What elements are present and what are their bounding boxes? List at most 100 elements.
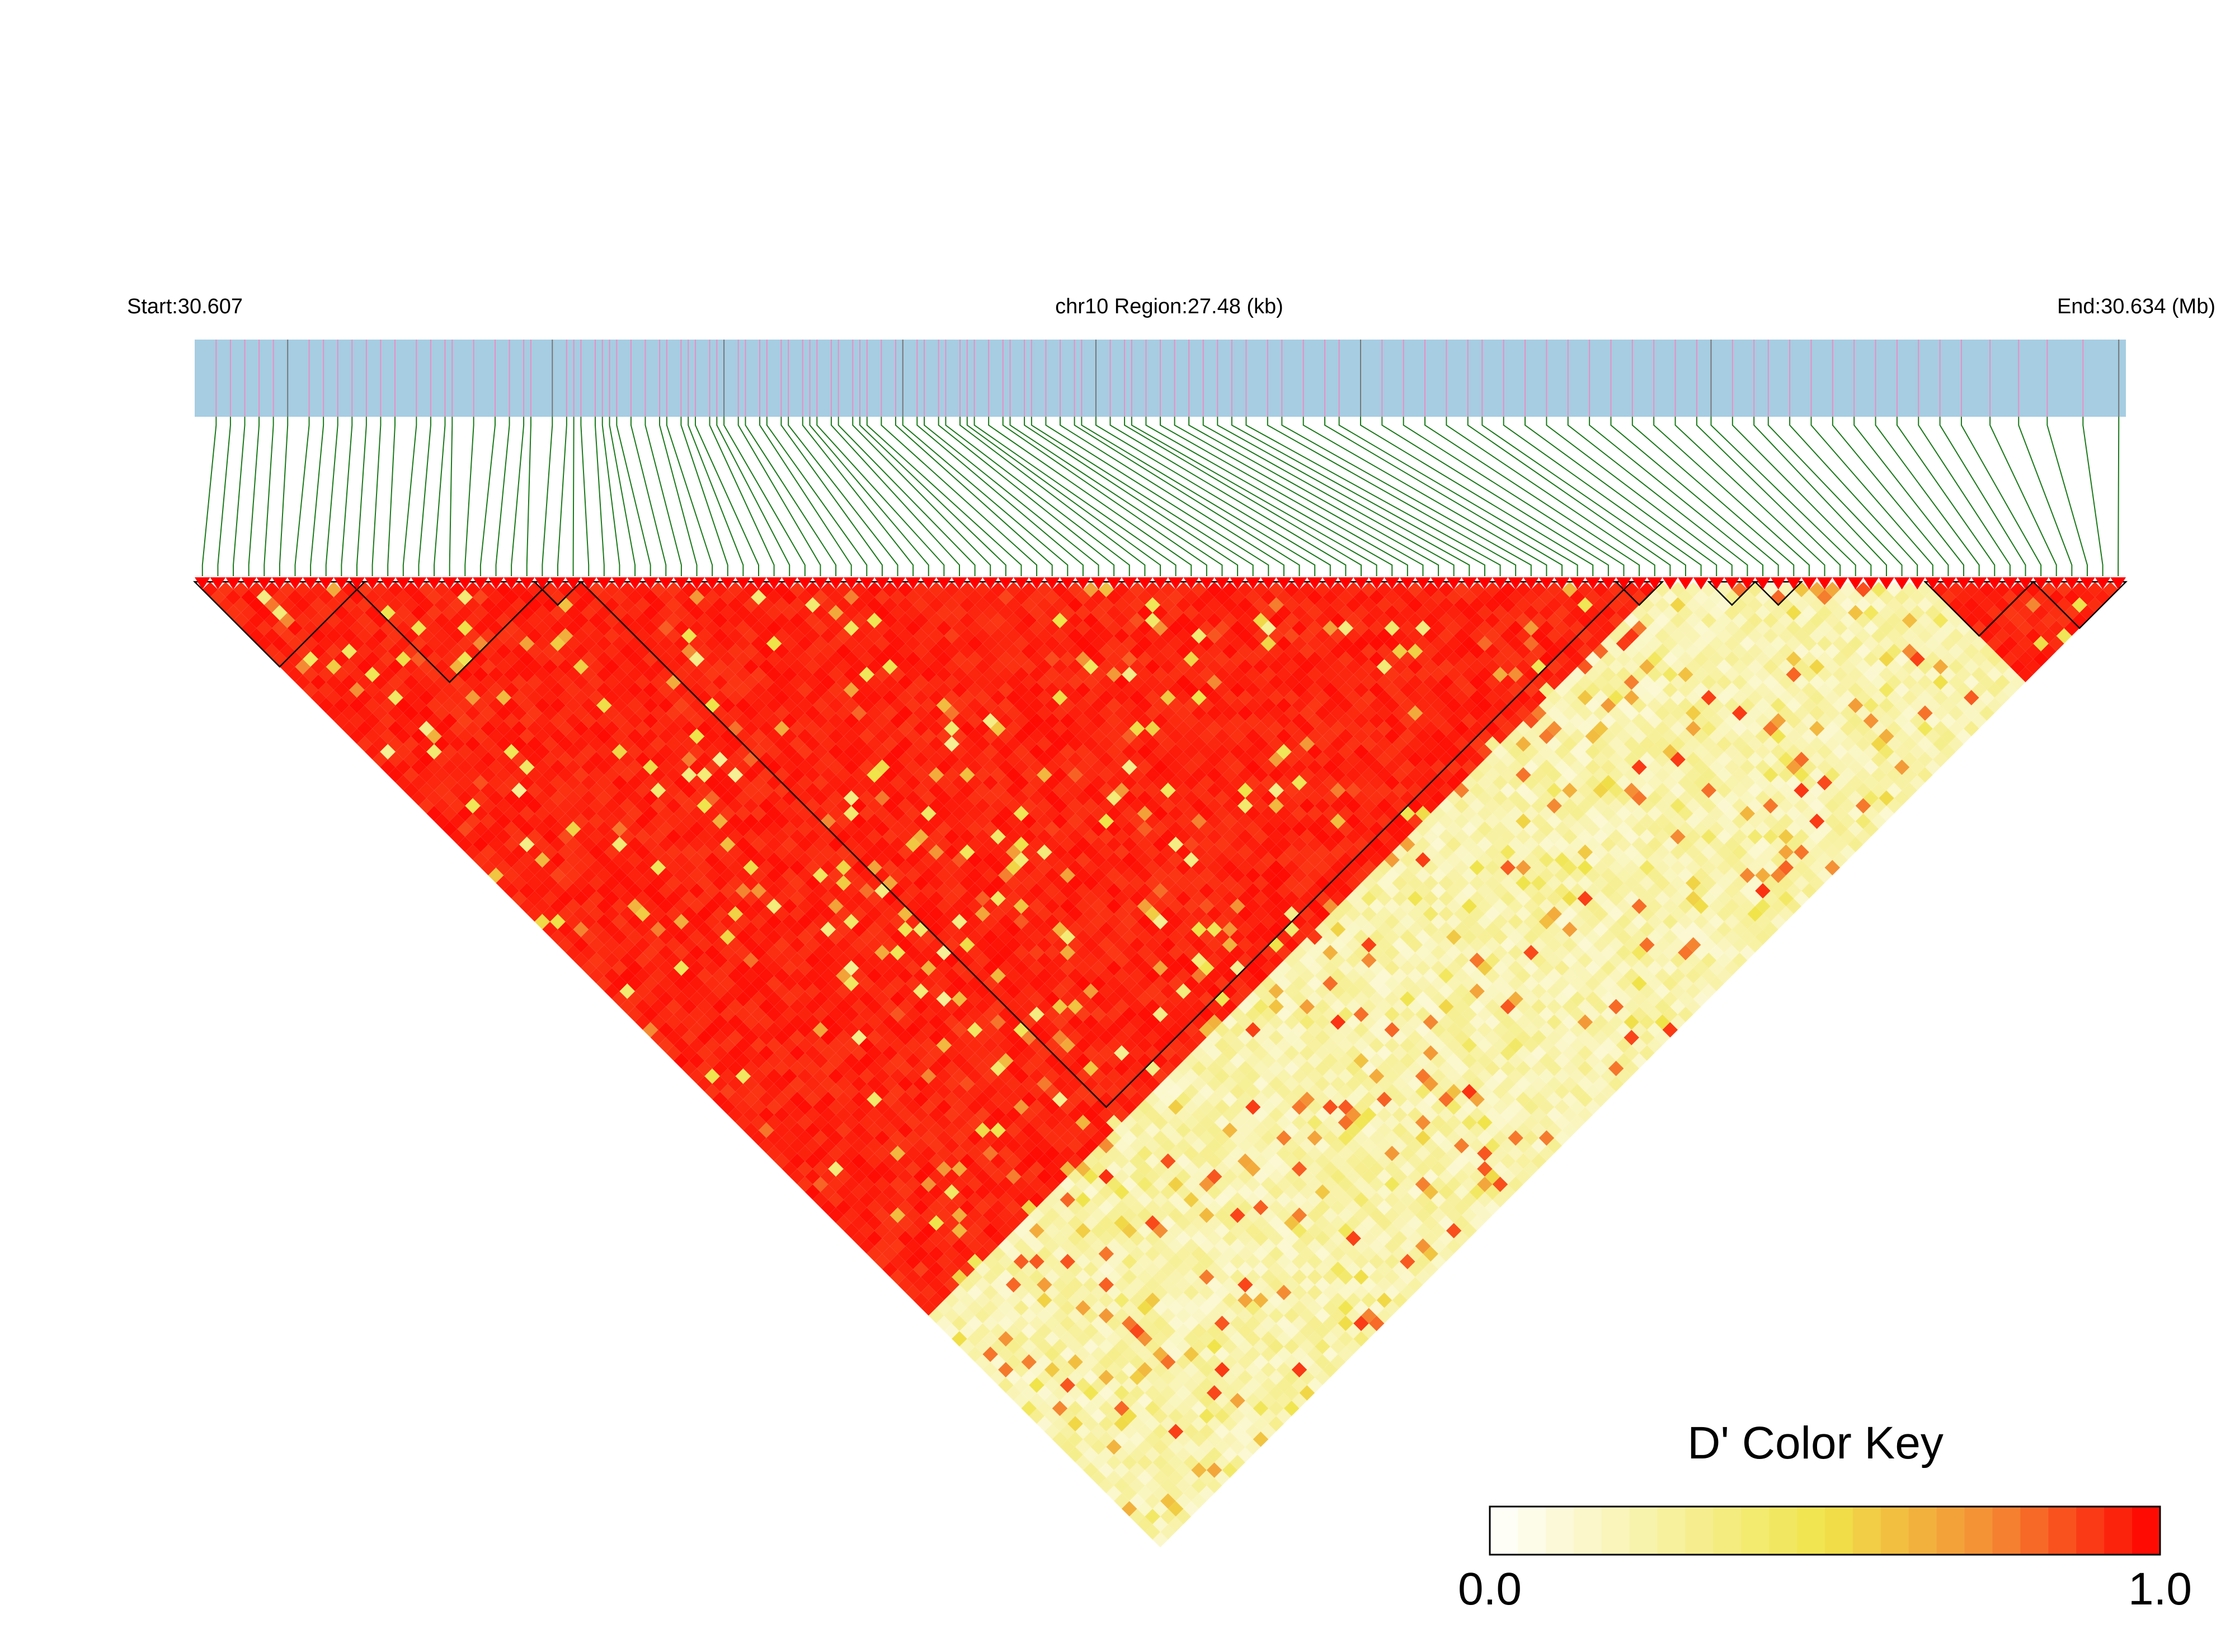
ld-cell bbox=[396, 775, 411, 790]
ld-cell bbox=[712, 1029, 728, 1046]
snp-connector bbox=[1024, 417, 1239, 576]
ld-cell bbox=[550, 821, 566, 837]
snp-connector bbox=[1696, 417, 1841, 576]
ld-cell bbox=[1037, 1323, 1052, 1339]
snp-connector bbox=[1789, 417, 1918, 576]
ld-cell bbox=[998, 1238, 1014, 1254]
snp-connector bbox=[526, 417, 531, 576]
ld-cell bbox=[1029, 1161, 1044, 1177]
ld-cell bbox=[565, 944, 581, 961]
ld-cell bbox=[1114, 1447, 1130, 1463]
ld-cell bbox=[843, 1176, 859, 1192]
ld-cell bbox=[611, 852, 628, 868]
ld-cell bbox=[1067, 1339, 1083, 1354]
ld-cell bbox=[998, 1207, 1014, 1223]
ld-cell bbox=[719, 960, 736, 976]
ld-cell bbox=[372, 705, 388, 721]
ld-cell bbox=[766, 991, 782, 1007]
ld-cell bbox=[1052, 1369, 1068, 1386]
ld-cell bbox=[426, 806, 442, 822]
ld-cell bbox=[913, 1122, 929, 1138]
ld-cell bbox=[480, 844, 496, 860]
ld-cell bbox=[333, 636, 350, 652]
ld-cell bbox=[604, 906, 620, 922]
ld-cell bbox=[1044, 1377, 1060, 1393]
ld-cell bbox=[913, 1215, 929, 1231]
ld-cell bbox=[1137, 1470, 1153, 1486]
ld-cell bbox=[658, 883, 674, 899]
ld-cell bbox=[1021, 1369, 1037, 1386]
ld-cell bbox=[1106, 1470, 1122, 1486]
ld-cell bbox=[874, 1084, 890, 1100]
ld-cell bbox=[990, 1277, 1006, 1293]
ld-cell bbox=[1214, 1408, 1230, 1424]
ld-cell bbox=[411, 698, 427, 713]
snp-connector bbox=[2118, 417, 2120, 576]
ld-cell bbox=[1214, 1439, 1230, 1455]
ld-cell bbox=[928, 1292, 944, 1308]
ld-cell bbox=[843, 1207, 859, 1223]
ld-cell bbox=[952, 1084, 967, 1100]
ld-cell bbox=[465, 751, 481, 768]
snp-connector bbox=[881, 417, 1038, 576]
ld-cell bbox=[496, 705, 512, 721]
ld-cell bbox=[1090, 1254, 1107, 1269]
ld-cell bbox=[727, 1107, 744, 1123]
ld-cell bbox=[982, 1254, 999, 1269]
ld-cell bbox=[1029, 1207, 1044, 1223]
ld-cell bbox=[1013, 1192, 1029, 1208]
ld-cell bbox=[511, 705, 527, 721]
ld-cell bbox=[557, 891, 573, 906]
ld-cell bbox=[1160, 1493, 1176, 1509]
ld-cell bbox=[418, 783, 435, 798]
ld-cell bbox=[457, 636, 473, 652]
ld-cell bbox=[511, 875, 527, 891]
ld-cell bbox=[465, 798, 481, 814]
ld-cell bbox=[526, 906, 543, 922]
snp-connector bbox=[1481, 417, 1686, 576]
ld-cell bbox=[836, 1138, 851, 1154]
ld-cell bbox=[782, 991, 798, 1007]
ld-cell bbox=[689, 898, 705, 914]
ld-cell bbox=[364, 589, 380, 605]
ld-cell bbox=[441, 589, 458, 605]
ld-cell bbox=[1245, 1439, 1261, 1455]
ld-cell bbox=[666, 906, 681, 922]
ld-cell bbox=[326, 674, 342, 690]
ld-cell bbox=[1090, 1346, 1107, 1362]
snp-connector bbox=[2046, 417, 2088, 576]
ld-cell bbox=[1114, 1262, 1130, 1277]
ld-cell bbox=[1037, 1416, 1052, 1432]
ld-cell bbox=[496, 736, 512, 752]
ld-cell bbox=[426, 790, 442, 806]
snp-connector bbox=[1074, 417, 1300, 576]
ld-cell bbox=[488, 728, 504, 744]
ld-cell bbox=[380, 728, 396, 744]
ld-cell bbox=[928, 1107, 944, 1123]
ld-cell bbox=[751, 883, 766, 899]
ld-cell bbox=[496, 813, 512, 829]
ld-cell bbox=[975, 1277, 991, 1293]
ld-cell bbox=[511, 860, 527, 876]
ld-cell bbox=[859, 1161, 875, 1177]
ld-cell bbox=[1090, 1439, 1107, 1455]
ld-cell bbox=[913, 1230, 929, 1246]
ld-cell bbox=[457, 682, 473, 698]
ld-cell bbox=[789, 1045, 805, 1061]
ld-cell bbox=[356, 736, 373, 752]
ld-cell bbox=[959, 1215, 975, 1231]
ld-cell bbox=[766, 1068, 782, 1084]
snp-connector bbox=[418, 417, 431, 576]
snp-connector bbox=[630, 417, 667, 576]
snp-connector bbox=[325, 417, 338, 576]
ld-cell bbox=[573, 705, 589, 721]
ld-cell bbox=[596, 806, 612, 822]
ld-cell bbox=[998, 1254, 1014, 1269]
snp-connector bbox=[1131, 417, 1377, 576]
ld-cell bbox=[380, 759, 396, 775]
ld-cell bbox=[380, 589, 396, 605]
ld-cell bbox=[975, 1354, 991, 1370]
ld-cell bbox=[449, 582, 465, 597]
ld-cell bbox=[874, 1099, 890, 1115]
ld-cell bbox=[681, 921, 697, 938]
